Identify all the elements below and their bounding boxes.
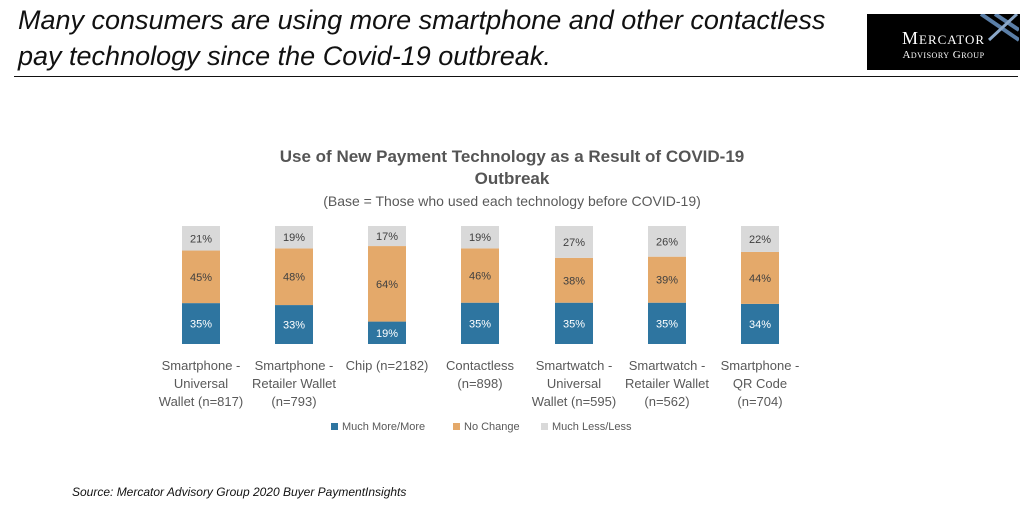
bar-value-label: 44% — [749, 273, 771, 285]
bar-segment-no-change — [555, 257, 593, 303]
bar-segment-less — [368, 226, 406, 247]
legend-label: Much More/More — [342, 421, 425, 433]
legend-swatch — [541, 423, 548, 430]
mercator-logo: Mercator Advisory Group — [867, 14, 1020, 70]
bar-segment-no-change — [182, 250, 220, 304]
chart-title-line-1: Use of New Payment Technology as a Resul… — [279, 147, 745, 166]
chart-subtitle: (Base = Those who used each technology b… — [323, 193, 701, 209]
logo-x-icon — [979, 14, 1019, 42]
bar-segment-no-change — [275, 248, 313, 306]
bar-value-label: 22% — [749, 234, 771, 246]
bar-segment-no-change — [648, 256, 686, 303]
category-label: Retailer Wallet — [625, 376, 709, 391]
stacked-bar-chart: 35% 45% 21% Smartphone - Universal Wallet (n=… — [159, 226, 800, 433]
bar-value-label: 46% — [469, 271, 491, 283]
category-label: Chip (n=2182) — [346, 358, 429, 373]
legend-label: Much Less/Less — [552, 421, 632, 433]
legend-label: No Change — [464, 421, 520, 433]
category-label: Smartphone - — [162, 358, 241, 373]
category-label: Smartphone - — [255, 358, 334, 373]
bar-segment-more — [275, 305, 313, 344]
bar-segment-less — [182, 226, 220, 251]
category-label: (n=793) — [271, 394, 316, 409]
bar-value-label: 35% — [190, 319, 212, 331]
category-label: Smartwatch - — [536, 358, 613, 373]
legend-swatch — [453, 423, 460, 430]
title-divider — [14, 76, 1018, 77]
category-label: (n=704) — [737, 394, 782, 409]
bar-segment-more — [461, 302, 499, 344]
bar-value-label: 19% — [283, 232, 305, 244]
bar-value-label: 35% — [656, 318, 678, 330]
bar-value-label: 19% — [469, 232, 491, 244]
category-label: Universal — [547, 376, 601, 391]
category-label: Wallet (n=817) — [159, 394, 243, 409]
legend-swatch — [331, 423, 338, 430]
bar-value-label: 35% — [469, 318, 491, 330]
bar-segment-more — [182, 303, 220, 344]
bar-value-label: 26% — [656, 236, 678, 248]
logo-line-1: Mercator — [902, 28, 985, 48]
category-label: (n=898) — [457, 376, 502, 391]
bar-value-label: 45% — [190, 272, 212, 284]
category-label: Smartphone - — [721, 358, 800, 373]
bar-value-label: 21% — [190, 233, 212, 245]
category-label: QR Code — [733, 376, 787, 391]
slide-title-line-2: pay technology since the Covid-19 outbre… — [18, 41, 551, 71]
bar-value-label: 38% — [563, 275, 585, 287]
bar-segment-no-change — [461, 248, 499, 303]
bar-segment-less — [648, 226, 686, 257]
bar-value-label: 34% — [749, 319, 771, 331]
category-label: Universal — [174, 376, 228, 391]
bar-value-label: 48% — [283, 272, 305, 284]
source-note: Source: Mercator Advisory Group 2020 Buy… — [72, 485, 407, 499]
category-label: Wallet (n=595) — [532, 394, 616, 409]
bar-value-label: 35% — [563, 318, 585, 330]
bar-value-label: 17% — [376, 231, 398, 243]
bar-value-label: 27% — [563, 237, 585, 249]
bar-segment-more — [741, 303, 779, 344]
bar-value-label: 39% — [656, 275, 678, 287]
bar-segment-no-change — [368, 246, 406, 322]
category-label: Retailer Wallet — [252, 376, 336, 391]
bar-segment-less — [461, 226, 499, 249]
slide-title-line-1: Many consumers are using more smartphone… — [18, 5, 826, 35]
bar-value-label: 33% — [283, 320, 305, 332]
category-label: (n=562) — [644, 394, 689, 409]
bar-segment-less — [275, 226, 313, 249]
bar-segment-less — [741, 226, 779, 252]
bar-segment-no-change — [741, 251, 779, 304]
logo-line-2: Advisory Group — [902, 49, 985, 61]
bar-value-label: 19% — [376, 328, 398, 340]
chart-title-line-2: Outbreak — [474, 169, 550, 188]
category-label: Contactless — [446, 358, 514, 373]
bar-segment-more — [648, 302, 686, 344]
category-label: Smartwatch - — [629, 358, 706, 373]
bar-segment-more — [368, 321, 406, 344]
bar-value-label: 64% — [376, 279, 398, 291]
bar-segment-more — [555, 302, 593, 344]
slide-title: Many consumers are using more smartphone… — [18, 2, 858, 74]
bar-segment-less — [555, 226, 593, 258]
